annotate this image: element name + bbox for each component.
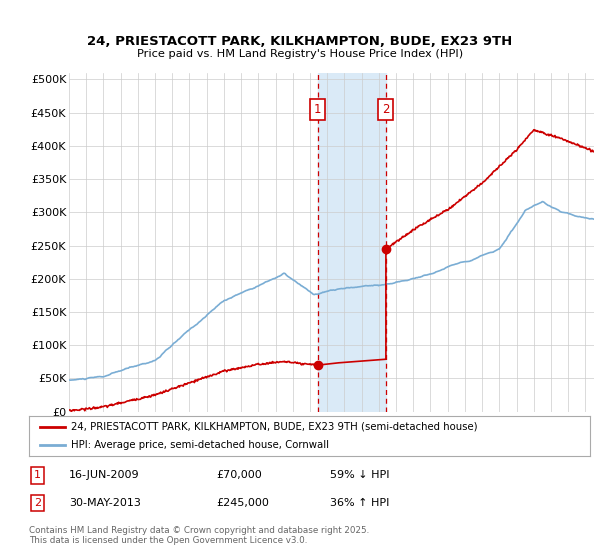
Text: Contains HM Land Registry data © Crown copyright and database right 2025.
This d: Contains HM Land Registry data © Crown c… <box>29 526 369 545</box>
Text: 1: 1 <box>314 103 322 116</box>
Text: 1: 1 <box>34 470 41 480</box>
Text: £70,000: £70,000 <box>216 470 262 480</box>
Text: HPI: Average price, semi-detached house, Cornwall: HPI: Average price, semi-detached house,… <box>71 440 329 450</box>
Text: 24, PRIESTACOTT PARK, KILKHAMPTON, BUDE, EX23 9TH: 24, PRIESTACOTT PARK, KILKHAMPTON, BUDE,… <box>88 35 512 48</box>
Text: 2: 2 <box>382 103 389 116</box>
Text: 16-JUN-2009: 16-JUN-2009 <box>69 470 140 480</box>
Text: 30-MAY-2013: 30-MAY-2013 <box>69 498 141 508</box>
Text: 59% ↓ HPI: 59% ↓ HPI <box>330 470 389 480</box>
Bar <box>318 73 386 412</box>
Text: 2: 2 <box>34 498 41 508</box>
Text: 24, PRIESTACOTT PARK, KILKHAMPTON, BUDE, EX23 9TH (semi-detached house): 24, PRIESTACOTT PARK, KILKHAMPTON, BUDE,… <box>71 422 478 432</box>
Text: £245,000: £245,000 <box>216 498 269 508</box>
Text: Price paid vs. HM Land Registry's House Price Index (HPI): Price paid vs. HM Land Registry's House … <box>137 49 463 59</box>
Text: 36% ↑ HPI: 36% ↑ HPI <box>330 498 389 508</box>
